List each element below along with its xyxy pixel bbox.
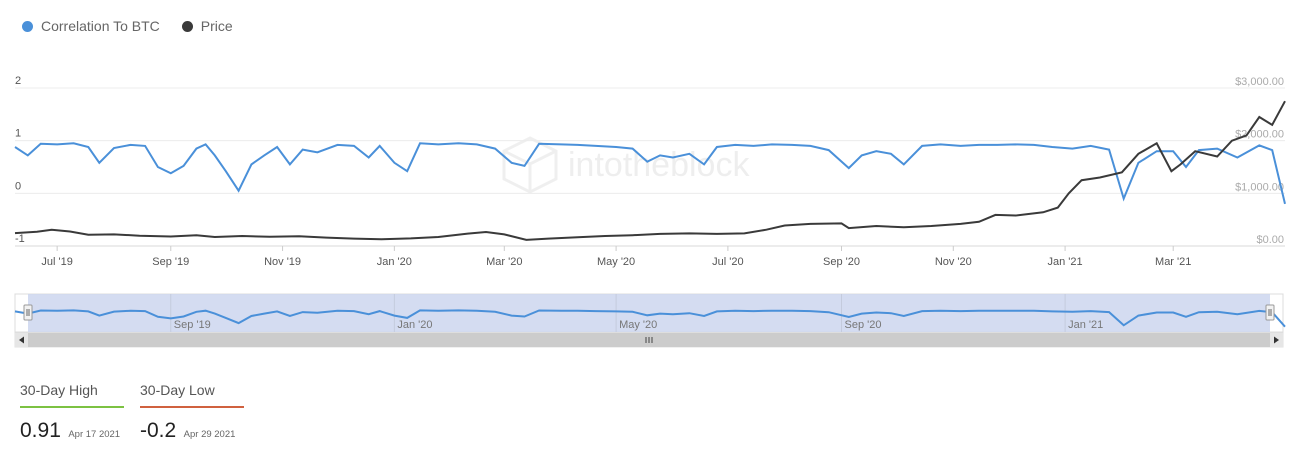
navigator-line	[14, 309, 1286, 328]
x-tick-label: May '20	[597, 256, 635, 268]
y-left-tick-label: -1	[15, 233, 25, 245]
y-left-tick-label: 0	[15, 180, 21, 192]
navigator-tick-label: May '20	[619, 319, 657, 331]
x-tick-label: Nov '20	[935, 256, 972, 268]
stat-30-day-low: 30-Day Low -0.2 Apr 29 2021	[140, 382, 244, 443]
y-left-tick-label: 2	[15, 75, 21, 87]
x-tick-label: Jan '20	[377, 256, 412, 268]
x-tick-label: Mar '20	[486, 256, 522, 268]
x-tick-label: Jan '21	[1048, 256, 1083, 268]
scrollbar-left-arrow-icon[interactable]	[15, 333, 28, 347]
x-tick-label: Jul '20	[712, 256, 743, 268]
y-right-tick-label: $0.00	[1256, 234, 1284, 246]
navigator[interactable]: Sep '19 Jan '20 May '20 Sep '20 Jan '21	[14, 293, 1286, 333]
stat-high-label[interactable]: 30-Day High	[20, 382, 124, 408]
legend-label-price: Price	[200, 18, 233, 34]
stat-low-value: -0.2	[140, 419, 177, 442]
legend-marker-price	[181, 20, 193, 32]
y-right-tick-label: $2,000.00	[1235, 129, 1284, 141]
navigator-handle-right[interactable]	[1265, 304, 1275, 321]
navigator-tick-label: Jan '20	[397, 319, 432, 331]
chart-legend: Correlation To BTC Price	[22, 18, 233, 34]
stat-low-date: Apr 29 2021	[183, 429, 236, 440]
navigator-tick-label: Sep '20	[845, 319, 882, 331]
scrollbar-grip-icon	[645, 337, 653, 343]
navigator-selection[interactable]	[28, 294, 1270, 332]
y-left-tick-label: 1	[15, 128, 21, 140]
navigator-handle-left[interactable]	[23, 304, 33, 321]
stat-high-value: 0.91	[20, 419, 61, 442]
watermark-text: intotheblock	[568, 146, 750, 184]
legend-label-correlation: Correlation To BTC	[41, 18, 160, 34]
series-line-price	[14, 100, 1286, 241]
stat-high-date: Apr 17 2021	[68, 429, 121, 440]
x-tick-label: Jul '19	[41, 256, 72, 268]
stat-30-day-high: 30-Day High 0.91 Apr 17 2021	[20, 382, 124, 443]
y-right-tick-label: $3,000.00	[1235, 76, 1284, 88]
y-right-tick-label: $1,000.00	[1235, 181, 1284, 193]
navigator-tick-label: Jan '21	[1068, 319, 1103, 331]
scrollbar-right-arrow-icon[interactable]	[1270, 333, 1283, 347]
watermark: intotheblock	[502, 136, 750, 194]
x-tick-label: Mar '21	[1155, 256, 1191, 268]
x-tick-label: Sep '19	[152, 256, 189, 268]
scrollbar[interactable]	[14, 332, 1284, 348]
stat-low-label[interactable]: 30-Day Low	[140, 382, 244, 408]
legend-item-correlation[interactable]: Correlation To BTC	[22, 18, 160, 34]
x-tick-label: Sep '20	[823, 256, 860, 268]
x-tick-label: Nov '19	[264, 256, 301, 268]
navigator-tick-label: Sep '19	[174, 319, 211, 331]
series-line-correlation	[14, 142, 1286, 205]
watermark-cube-icon	[502, 136, 558, 194]
chart-area: intotheblock 2 1 0 -1 $3,000.00 $2,000.00 $1,…	[14, 75, 1286, 348]
stats-panel: 30-Day High 0.91 Apr 17 2021 30-Day Low …	[20, 382, 244, 443]
legend-item-price[interactable]: Price	[181, 18, 233, 34]
legend-marker-correlation	[22, 20, 33, 32]
